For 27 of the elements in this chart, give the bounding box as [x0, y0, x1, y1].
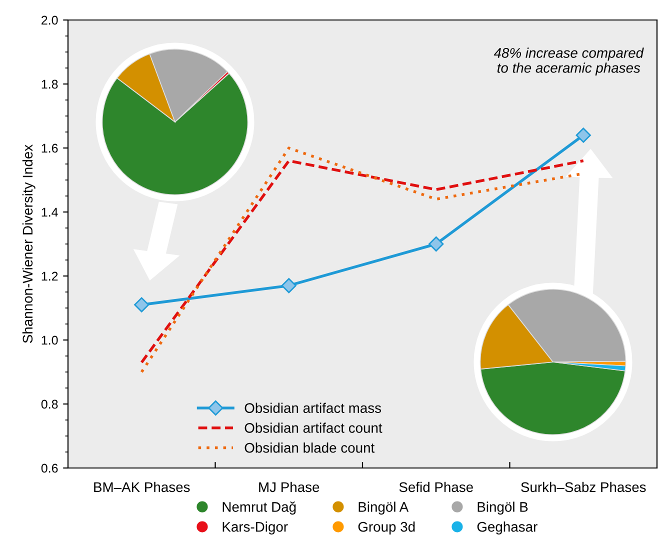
- y-tick-label: 2.0: [42, 16, 58, 25]
- y-tick-label: 1.0: [42, 336, 58, 345]
- legend-label: Geghasar: [477, 522, 538, 534]
- legend-label: Obsidian blade count: [244, 442, 375, 453]
- y-tick-label: 0.8: [41, 400, 58, 409]
- legend-label: Group 3d: [358, 522, 415, 534]
- x-tick-label: BM–AK Phases: [94, 482, 190, 492]
- point: [134, 297, 150, 312]
- y-tick-label: 1.4: [42, 208, 58, 217]
- point: [576, 128, 591, 143]
- y-axis-title: Shannon-Wiener Diversity Index: [22, 144, 36, 343]
- legend-label: Bingöl A: [358, 502, 409, 515]
- x-tick-label: Surkh–Sabz Phases: [521, 482, 646, 492]
- x-tick-label: Sefid Phase: [399, 482, 473, 492]
- y-tick-label: 1.6: [42, 144, 58, 153]
- legend-label: Kars-Digor: [222, 522, 288, 534]
- point: [281, 278, 296, 294]
- legend-label: Nemrut Dağ: [222, 501, 296, 515]
- annotation: 48% increase compared to the aceramic phases: [494, 48, 644, 76]
- legend-label: Obsidian artifact count: [244, 422, 382, 433]
- y-tick-label: 1.8: [42, 80, 58, 89]
- legend-label: Obsidian artifact mass: [244, 402, 382, 413]
- x-tick-label: MJ Phase: [259, 482, 320, 492]
- y-tick-label: 1.2: [42, 272, 58, 281]
- point: [428, 236, 444, 252]
- legend-label: Bingöl B: [478, 502, 528, 515]
- y-tick-label: 0.6: [41, 464, 58, 473]
